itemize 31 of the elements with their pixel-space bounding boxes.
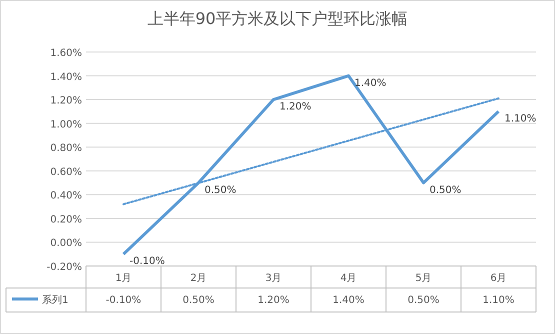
x-tick-label: 1月 [115, 273, 132, 284]
data-label: 0.50% [182, 295, 214, 306]
y-tick-label: 0.40% [50, 190, 82, 202]
line-series [122, 74, 500, 256]
y-tick-label: 1.40% [50, 72, 82, 83]
x-tick-label: 6月 [490, 273, 507, 284]
data-label: 0.50% [408, 295, 440, 306]
x-tick-label: 5月 [415, 273, 432, 284]
text: -0.10% [130, 256, 165, 268]
data-label: 1.20% [258, 295, 290, 306]
text: 0.50% [204, 184, 236, 196]
y-tick-label: 0.80% [50, 143, 82, 154]
text: 1.10% [504, 113, 536, 124]
text: 1.20% [280, 102, 312, 113]
legend-label: 系列1 [42, 294, 68, 306]
y-tick-label: 1.60% [50, 48, 82, 59]
x-tick-label: 3月 [265, 273, 282, 284]
x-tick-label: 2月 [190, 273, 207, 284]
y-tick-label: 1.00% [50, 119, 82, 130]
data-label: 1.10% [482, 295, 514, 306]
text: 1.40% [354, 78, 386, 89]
y-tick-label: 1.20% [50, 96, 82, 107]
data-label: -0.10% [106, 295, 142, 306]
chart-title: 上半年90平方米及以下户型环比涨幅 [147, 9, 408, 28]
y-tick-label: 0.00% [50, 238, 82, 250]
x-tick-label: 4月 [340, 273, 357, 284]
text: 0.50% [430, 184, 462, 196]
y-tick-label: 0.60% [50, 166, 82, 178]
data-label: 1.40% [332, 295, 364, 306]
y-tick-label: -0.20% [46, 262, 82, 273]
y-tick-label: 0.20% [50, 214, 82, 226]
